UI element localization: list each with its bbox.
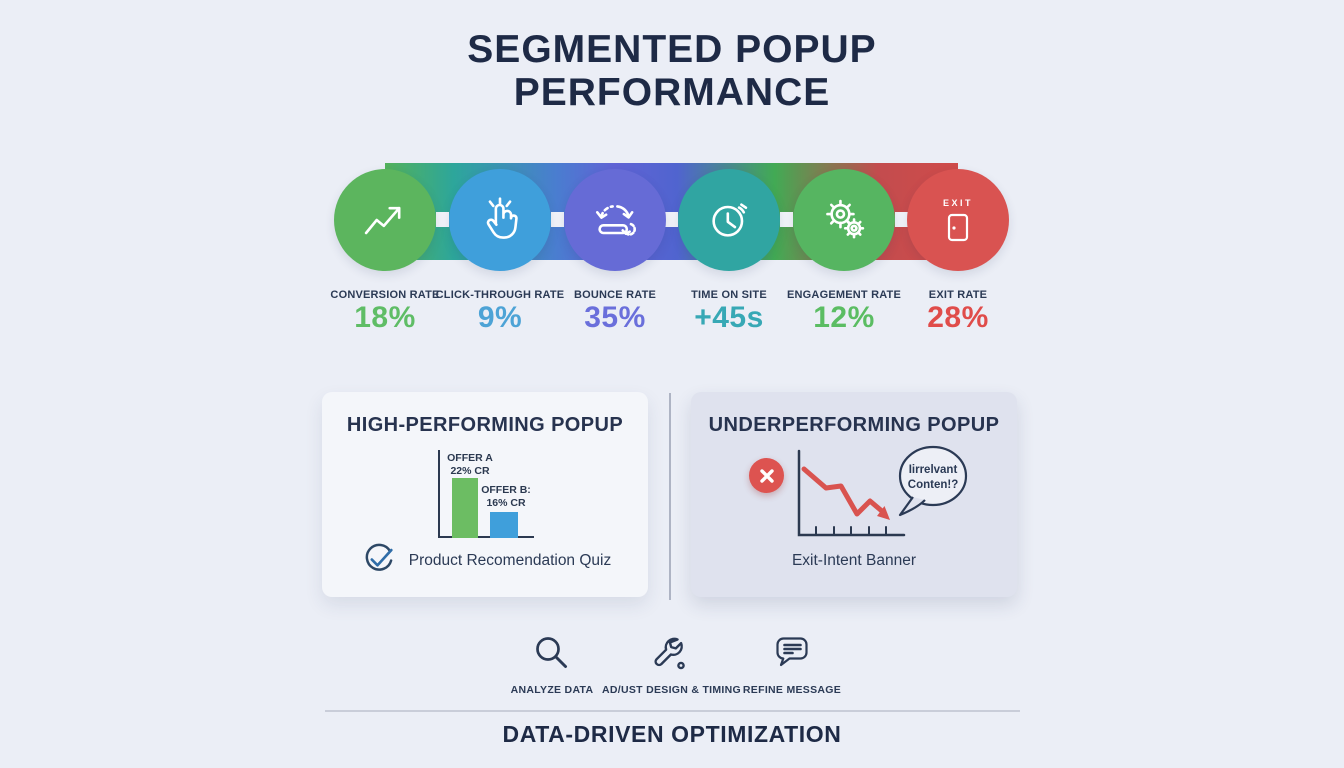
underperforming-title: UNDERPERFORMING POPUP (708, 414, 1000, 436)
tap-click-icon (486, 197, 518, 239)
speech-bubble-icon: Iirrelvant Conten!? (898, 445, 968, 517)
metric-circle-bounce (564, 169, 666, 271)
metric-value: 28% (927, 301, 989, 334)
bounce-arrows-icon (595, 205, 636, 236)
metric-label: ENGAGEMENT RATE (786, 289, 902, 301)
metric-label: EXIT RATE (928, 289, 988, 301)
metric-value: 12% (813, 301, 875, 334)
high-performing-card: HIGH-PERFORMING POPUP OFFER A 22% CR OFF… (322, 392, 648, 597)
exit-label: EXIT (942, 197, 973, 208)
stopwatch-icon (712, 203, 748, 237)
bar-a-name: OFFER A (447, 452, 493, 464)
bar-label-offer-b: OFFER B: 16% CR (474, 484, 538, 510)
gears-icon (826, 199, 865, 239)
band-connector (551, 212, 564, 227)
step-adjust-design-timing: AD/UST DESIGN & TIMING (594, 630, 749, 696)
band-connector (780, 212, 793, 227)
band-connector (895, 212, 908, 227)
page-title: SEGMENTED POPUP PERFORMANCE (0, 28, 1344, 114)
metric-label: CONVERSION RATE (330, 289, 440, 301)
step-label: AD/UST DESIGN & TIMING (601, 684, 742, 696)
metric-circle-exit: EXIT (907, 169, 1009, 271)
metric-value: +45s (694, 301, 764, 334)
high-performing-title: HIGH-PERFORMING POPUP (346, 414, 624, 436)
band-connector (436, 212, 449, 227)
bar-offer-b (490, 512, 518, 538)
metric-value: 18% (354, 301, 416, 334)
card-divider (669, 393, 671, 600)
step-analyze-data: ANALYZE DATA (492, 630, 612, 696)
footer-divider (325, 710, 1020, 712)
band-connector (665, 212, 678, 227)
metric-circle-conversion (334, 169, 436, 271)
bubble-text-line2: Conten!? (908, 479, 958, 491)
magnifier-icon (536, 637, 567, 668)
underperforming-caption: Exit-Intent Banner (791, 552, 917, 569)
metric-label: TIME ON SITE (691, 289, 767, 301)
high-performing-caption-row: Product Recomendation Quiz (322, 542, 648, 580)
exit-door-icon (947, 213, 969, 241)
step-refine-message: REFINE MESSAGE (732, 630, 852, 696)
page-title-line1: SEGMENTED POPUP (467, 28, 877, 71)
metric-circle-time-on-site (678, 169, 780, 271)
footer-title: DATA-DRIVEN OPTIMIZATION (502, 721, 842, 747)
underperforming-card: UNDERPERFORMING POPUP Iirrelvant Conten!… (691, 392, 1017, 597)
high-performing-caption: Product Recomendation Quiz (408, 552, 612, 569)
metric-value: 9% (477, 301, 523, 334)
trend-up-icon (364, 206, 401, 235)
metric-label: CLICK-THROUGH RATE (435, 289, 565, 301)
bar-b-name: OFFER B: (481, 484, 531, 496)
checkmark-icon (365, 543, 393, 571)
bar-label-offer-a: OFFER A 22% CR (438, 452, 502, 478)
step-label: ANALYZE DATA (510, 684, 594, 696)
metric-circle-engagement (793, 169, 895, 271)
bubble-text-line1: Iirrelvant (909, 464, 958, 476)
message-bubble-icon (776, 637, 808, 667)
metric-circle-click-through (449, 169, 551, 271)
bar-a-cr: 22% CR (450, 465, 490, 477)
page-title-line2: PERFORMANCE (513, 71, 831, 114)
bar-b-cr: 16% CR (486, 497, 526, 509)
wrench-icon (653, 637, 685, 670)
step-label: REFINE MESSAGE (742, 684, 842, 696)
metric-label: BOUNCE RATE (573, 289, 657, 301)
bar-chart-axes (438, 450, 534, 538)
bar-offer-a (452, 478, 478, 538)
metric-value: 35% (584, 301, 646, 334)
declining-line-chart (797, 449, 906, 537)
error-x-icon (749, 458, 784, 493)
